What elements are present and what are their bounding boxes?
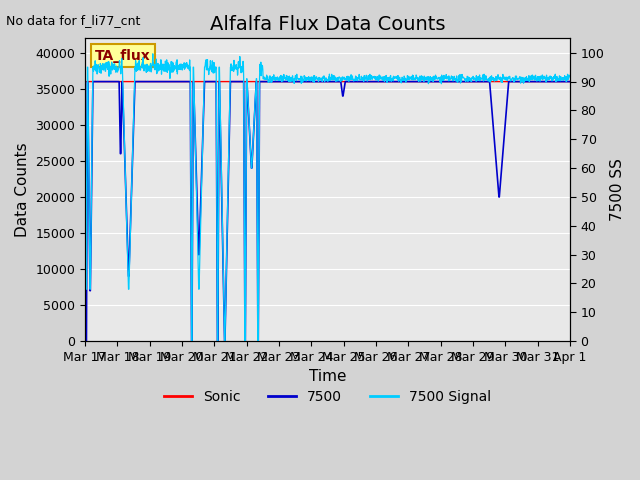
- Y-axis label: Data Counts: Data Counts: [15, 143, 30, 237]
- Y-axis label: 7500 SS: 7500 SS: [610, 158, 625, 221]
- Text: TA_flux: TA_flux: [95, 48, 150, 62]
- Text: No data for f_li77_cnt: No data for f_li77_cnt: [6, 14, 141, 27]
- Title: Alfalfa Flux Data Counts: Alfalfa Flux Data Counts: [210, 15, 445, 34]
- X-axis label: Time: Time: [309, 370, 346, 384]
- Legend: Sonic, 7500, 7500 Signal: Sonic, 7500, 7500 Signal: [159, 385, 497, 410]
